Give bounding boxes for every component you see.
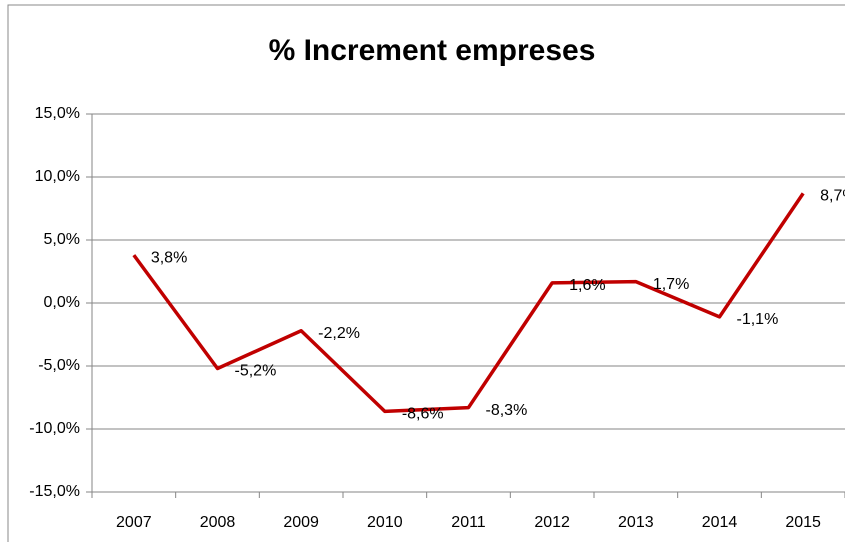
x-tick-label: 2008 — [200, 514, 236, 531]
x-tick-label: 2013 — [618, 514, 654, 531]
x-tick-label: 2012 — [534, 514, 570, 531]
y-tick-label: -15,0% — [29, 483, 80, 500]
data-label: 8,7% — [820, 188, 845, 205]
x-tick-label: 2009 — [283, 514, 319, 531]
y-tick-label: -10,0% — [29, 420, 80, 437]
x-tick-label: 2010 — [367, 514, 403, 531]
x-tick-label: 2015 — [785, 514, 821, 531]
y-tick-label: -5,0% — [38, 357, 80, 374]
y-tick-label: 10,0% — [35, 168, 80, 185]
y-tick-label: 5,0% — [44, 231, 80, 248]
data-label: -5,2% — [235, 363, 277, 380]
data-label: -8,3% — [486, 402, 528, 419]
x-tick-label: 2007 — [116, 514, 152, 531]
chart-title: % Increment empreses — [269, 34, 596, 67]
chart-border — [7, 4, 845, 542]
y-tick-label: 15,0% — [35, 105, 80, 122]
data-label: -1,1% — [737, 311, 779, 328]
data-label: -8,6% — [402, 406, 444, 423]
data-label: 1,6% — [569, 277, 605, 294]
y-tick-label: 0,0% — [44, 294, 80, 311]
data-label: -2,2% — [318, 325, 360, 342]
x-tick-label: 2014 — [702, 514, 738, 531]
x-tick-label: 2011 — [451, 514, 486, 531]
data-label: 3,8% — [151, 249, 187, 266]
line — [132, 192, 805, 414]
data-label: 1,7% — [653, 276, 689, 293]
